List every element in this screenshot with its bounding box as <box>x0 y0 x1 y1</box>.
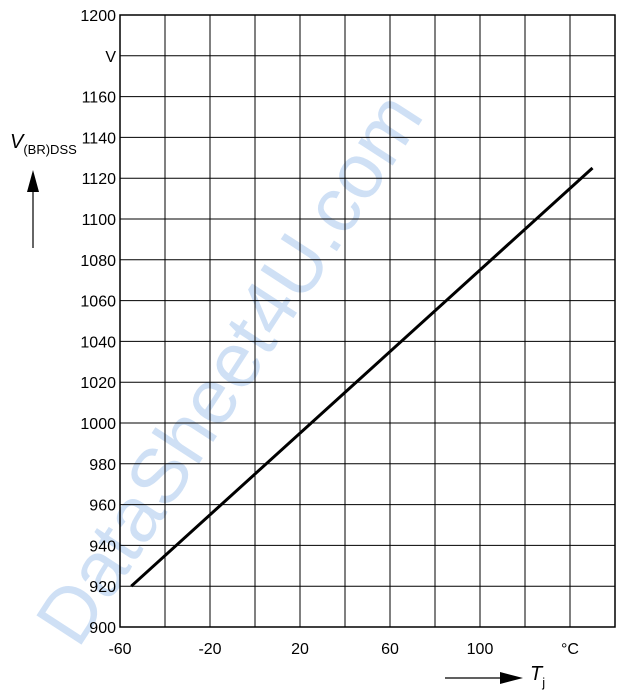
x-tick-label: 20 <box>291 641 309 658</box>
y-axis-label: V(BR)DSS <box>10 131 77 157</box>
y-tick-label: 1040 <box>80 334 116 351</box>
series-line <box>130 166 594 588</box>
y-tick-label: 1200 <box>80 8 116 25</box>
y-tick-label: 1100 <box>82 212 117 229</box>
x-tick-label: 60 <box>381 641 399 658</box>
y-tick-label: 960 <box>89 498 116 515</box>
y-tick-label: 1000 <box>80 416 116 433</box>
watermark: DataSheet4U.com <box>18 77 439 659</box>
y-tick-label: 1020 <box>80 375 116 392</box>
series-layer <box>130 166 594 588</box>
y-tick-labels: 1200 V 1160 1140 1120 1100 1080 1060 1040 1020 100… <box>80 8 116 637</box>
y-tick-label: 920 <box>89 579 116 596</box>
x-tick-label: °C <box>561 641 579 658</box>
y-tick-label: 940 <box>89 538 116 555</box>
x-axis-label: Tj <box>530 663 545 690</box>
x-tick-label: -60 <box>108 641 131 658</box>
y-tick-label: 900 <box>89 620 116 637</box>
y-axis-arrow-head <box>27 170 39 192</box>
y-tick-label: 1160 <box>82 90 117 107</box>
x-tick-label: 100 <box>467 641 494 658</box>
watermark-text: DataSheet4U.com <box>18 77 439 659</box>
x-tick-label: -20 <box>198 641 221 658</box>
x-axis-arrow-head <box>500 672 523 684</box>
y-tick-label: 980 <box>89 457 116 474</box>
y-tick-label: 1080 <box>80 253 116 270</box>
plot-area-frame <box>119 14 616 628</box>
y-tick-label: V <box>105 49 116 66</box>
y-tick-label: 1120 <box>82 171 117 188</box>
y-tick-label: 1140 <box>82 130 117 147</box>
y-tick-label: 1060 <box>80 294 116 311</box>
